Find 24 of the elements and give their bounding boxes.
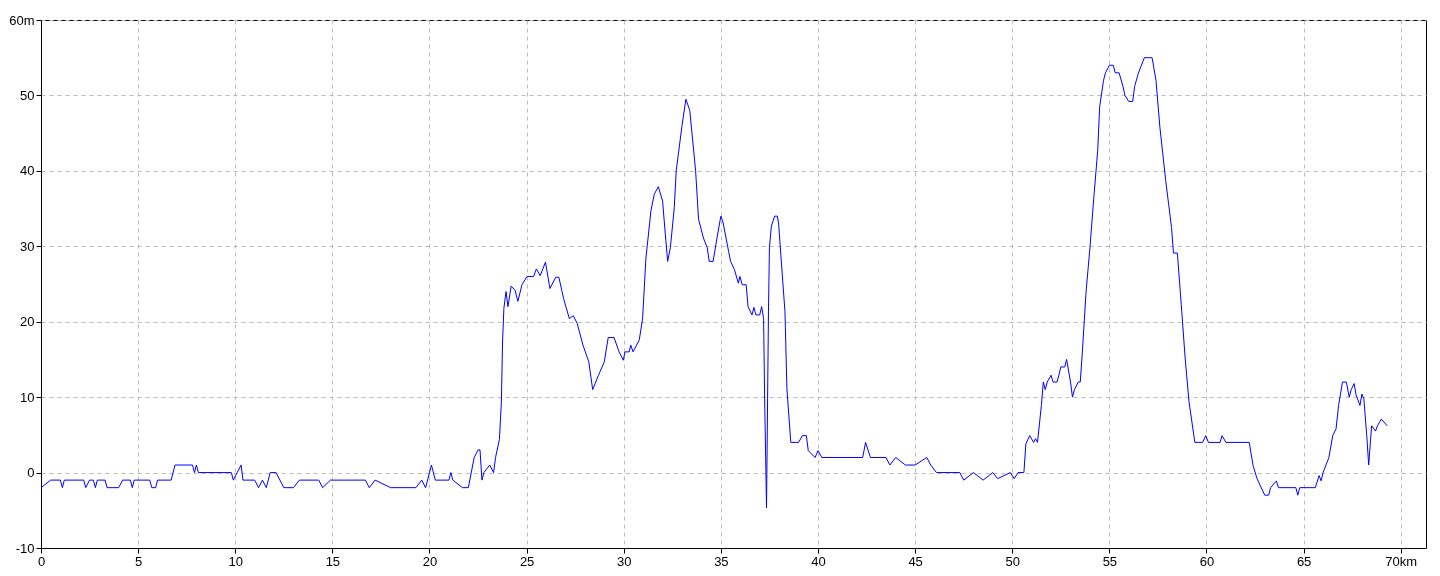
line-series — [41, 57, 1388, 509]
x-tick-label: 30 — [617, 553, 632, 569]
x-tick-label: 55 — [1102, 553, 1118, 569]
x-tick-label: 0 — [37, 553, 46, 569]
x-tick-label: 50 — [1005, 553, 1020, 569]
y-tick-label: 20 — [20, 314, 35, 330]
x-tick-label: 10 — [228, 553, 243, 569]
y-tick-label: 30 — [20, 238, 35, 254]
x-tick-label: 65 — [1296, 553, 1312, 569]
x-tick-label: 40 — [811, 553, 826, 569]
x-tick-label: 25 — [519, 553, 535, 569]
x-tick-label: 20 — [422, 553, 438, 569]
x-tick-label: 35 — [714, 553, 729, 569]
y-tick-label: 60m — [9, 12, 35, 28]
y-tick-label: 0 — [27, 465, 35, 481]
y-tick-label: 10 — [20, 389, 35, 405]
x-tick-label: 45 — [908, 553, 923, 569]
x-tick-label: 15 — [325, 553, 341, 569]
x-tick-label: 60 — [1199, 553, 1215, 569]
y-tick-label: 50 — [20, 87, 35, 103]
x-tick-label: 5 — [135, 553, 143, 569]
y-tick-label: 40 — [20, 163, 35, 179]
y-tick-label: -10 — [15, 540, 35, 556]
x-tick-label: 70km — [1385, 553, 1418, 569]
